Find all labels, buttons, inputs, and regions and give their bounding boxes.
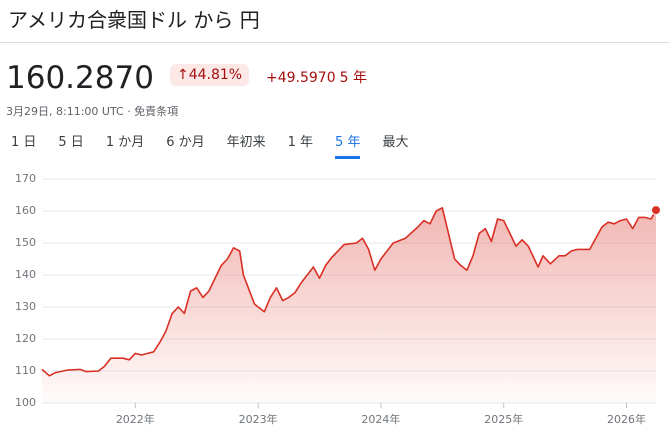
range-tab[interactable]: 1 日: [11, 135, 37, 150]
y-tick-label: 120: [15, 332, 36, 345]
x-tick-label: 2022年: [116, 412, 155, 426]
x-tick-label: 2026年: [607, 412, 646, 426]
y-tick-label: 140: [15, 268, 36, 281]
range-tab[interactable]: 5 日: [58, 135, 84, 150]
change-percent: ↑44.81%: [170, 64, 250, 86]
range-tab[interactable]: 年初来: [226, 135, 266, 150]
y-tick-label: 100: [15, 396, 36, 409]
range-tab[interactable]: 5 年: [335, 128, 361, 159]
timestamp: 3月29日, 8:11:00 UTC · 免責条項: [6, 105, 179, 118]
y-tick-label: 130: [15, 300, 36, 313]
line: [41, 207, 657, 377]
range-tab[interactable]: 最大: [382, 135, 409, 150]
x-tick-label: 2024年: [361, 412, 400, 426]
last-point: [651, 205, 661, 216]
title: アメリカ合衆国ドル から 円: [8, 8, 260, 32]
y-tick-label: 150: [15, 236, 36, 249]
range-tab[interactable]: 1 年: [287, 135, 314, 150]
y-tick-label: 160: [15, 204, 36, 217]
y-tick-label: 110: [15, 364, 36, 377]
range-tab[interactable]: 6 か月: [166, 135, 205, 150]
change-value: +49.5970: [266, 70, 336, 86]
divider: [0, 42, 669, 43]
change: +49.5970 5 年: [262, 67, 367, 87]
y-tick-label: 170: [15, 172, 36, 185]
x-tick-label: 2025年: [484, 412, 523, 426]
x-tick-label: 2023年: [239, 412, 278, 426]
range-tabs: 1 日 5 日 1 か月 6 か月 年初来 1 年 5 年 最大: [0, 128, 419, 159]
period: 5 年: [339, 70, 367, 86]
price: 160.2870: [6, 60, 154, 96]
area: [42, 207, 656, 403]
range-tab[interactable]: 1 か月: [105, 135, 145, 150]
